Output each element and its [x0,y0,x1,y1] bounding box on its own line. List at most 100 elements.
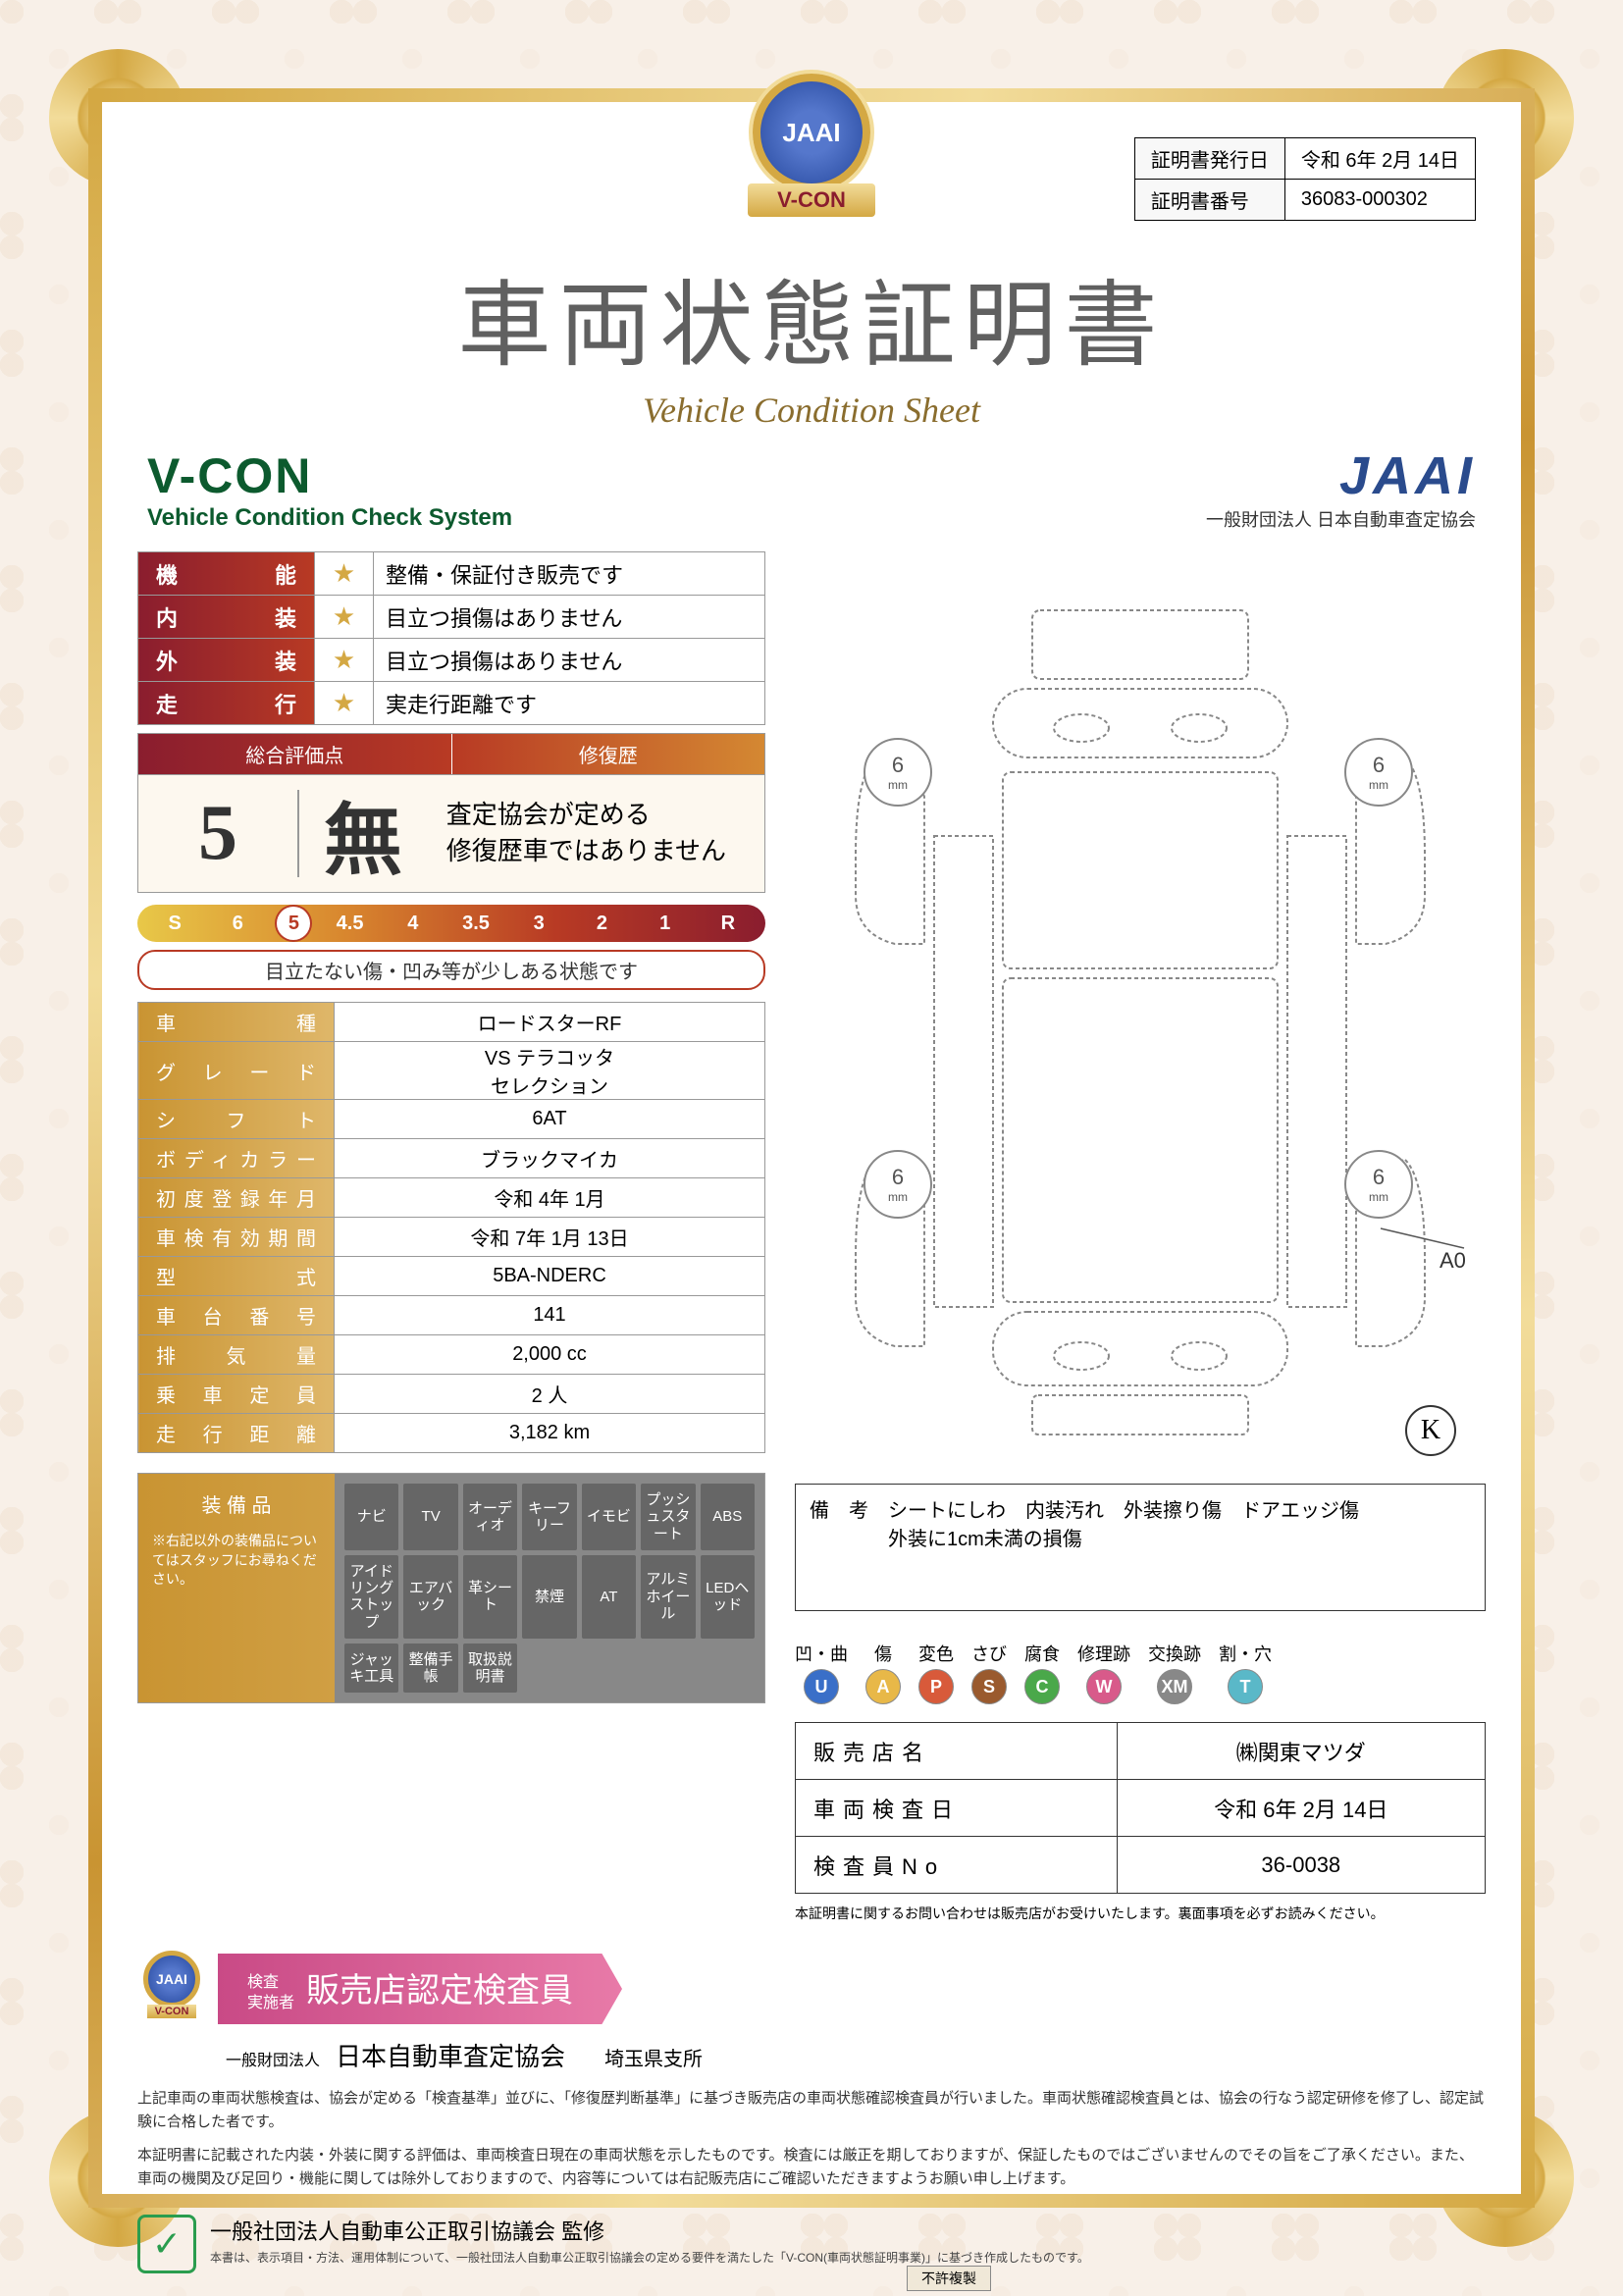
legal-text: 上記車両の車両状態検査は、協会が定める「検査基準」並びに、「修復歴判断基準」に基… [137,2087,1486,2191]
legend-item: 修理跡W [1077,1641,1130,1704]
jaai-brand: JAAI 一般財団法人 日本自動車査定協会 [1206,445,1476,532]
spec-value: 令和 4年 1月 [335,1178,765,1218]
header-info: 証明書発行日 令和 6年 2月 14日 証明書番号 36083-000302 [1134,137,1476,221]
rating-label: 外 装 [138,639,315,682]
title-english: Vehicle Condition Sheet [137,390,1486,431]
footer-row: ✓ 一般社団法人自動車公正取引協議会 監修 本書は、表示項目・方法、運用体制につ… [137,2215,1486,2273]
inspector-sm: 検査 実施者 [247,1973,294,2014]
brand-row: V-CON Vehicle Condition Check System JAA… [137,445,1486,532]
association-name: 日本自動車査定協会 [336,2043,565,2071]
spec-value: 令和 7年 1月 13日 [335,1218,765,1257]
spec-label: 車 種 [138,1003,335,1042]
vcon-brand: V-CON Vehicle Condition Check System [147,447,512,532]
equipment-tag: ナビ [344,1484,398,1550]
spec-label: 車台番号 [138,1296,335,1335]
legend-item: 交換跡XM [1148,1641,1201,1704]
dealer-label: 販売店名 [796,1723,1118,1780]
spec-label: グレード [138,1042,335,1100]
spec-value: 5BA-NDERC [335,1257,765,1296]
small-badge: JAAI V-CON [137,1951,206,2027]
cert-no-value: 36083-000302 [1284,180,1475,221]
grade-pip: 2 [578,913,625,935]
spec-value: VS テラコッタ セレクション [335,1042,765,1100]
car-outline-svg: A0 [795,581,1486,1464]
spec-label: 走行距離 [138,1414,335,1453]
dealer-label: 検査員No [796,1837,1118,1894]
spec-label: ボディカラー [138,1139,335,1178]
remarks-label: 備 考 [810,1494,868,1551]
spec-value: 141 [335,1296,765,1335]
footer-mark-icon: ✓ [137,2215,196,2273]
nocopy-label: 不許複製 [907,2266,991,2291]
equipment-box: 装 備 品 ※右記以外の装備品についてはスタッフにお尋ねください。 ナビTVオー… [137,1473,765,1703]
legal-p1: 上記車両の車両状態検査は、協会が定める「検査基準」並びに、「修復歴判断基準」に基… [137,2087,1486,2134]
equipment-tag: イモビ [582,1484,636,1550]
grade-pip: 6 [214,913,261,935]
right-column: A0 K 6mm6mm6mm6mm 備 考 シートにしわ 内装汚れ 外装擦り傷 … [795,551,1486,1923]
score-body: 5 無 査定協会が定める 修復歴車ではありません [137,775,765,893]
footer-text: 一般社団法人自動車公正取引協議会 監修 本書は、表示項目・方法、運用体制について… [210,2215,1486,2267]
k-mark: K [1405,1405,1456,1456]
small-badge-circle: JAAI [143,1951,200,2008]
spec-table: 車 種ロードスターRFグレードVS テラコッタ セレクションシフト6ATボディカ… [137,1002,765,1453]
grade-note: 目立たない傷・凹み等が少しある状態です [137,950,765,990]
spec-label: シフト [138,1100,335,1139]
inspector-title: 販売店認定検査員 [306,1973,573,2009]
legal-p2: 本証明書に記載された内装・外装に関する評価は、車両検査日現在の車両状態を示したも… [137,2144,1486,2191]
badge-ribbon: V-CON [748,183,875,217]
content-area: JAAI V-CON 証明書発行日 令和 6年 2月 14日 証明書番号 360… [137,128,1486,2168]
equipment-note: ※右記以外の装備品についてはスタッフにお尋ねください。 [152,1532,321,1590]
repair-none: 無 [299,775,427,892]
association-line: 一般財団法人 日本自動車査定協会 埼玉県支所 [226,2037,1486,2073]
legend-item: 腐食C [1024,1641,1060,1704]
score-text: 査定協会が定める 修復歴車ではありません [427,775,764,892]
top-badge: JAAI V-CON [728,74,895,240]
equipment-tag: オーディオ [463,1484,517,1550]
grade-pip: 3 [515,913,562,935]
tread-depth: 6mm [1344,738,1413,807]
score-h2: 修復歴 [452,734,765,774]
legend-item: 変色P [918,1641,954,1704]
score-number: 5 [138,775,297,892]
star-icon [315,639,374,682]
spec-label: 型 式 [138,1257,335,1296]
score-header: 総合評価点 修復歴 [137,733,765,775]
equipment-tag: TV [403,1484,457,1550]
spec-value: 2 人 [335,1375,765,1414]
issue-date-value: 令和 6年 2月 14日 [1284,138,1475,180]
equipment-tag: アイドリングストップ [344,1555,398,1639]
equipment-tag: LEDヘッド [701,1555,755,1639]
equipment-tag: 禁煙 [522,1555,576,1639]
spec-value: ロードスターRF [335,1003,765,1042]
rating-desc: 目立つ損傷はありません [374,639,765,682]
footer-org: 一般社団法人自動車公正取引協議会 監修 [210,2215,1486,2246]
legend-row: 凹・曲U傷A変色PさびS腐食C修理跡W交換跡XM割・穴T [795,1641,1486,1704]
grade-scale: S654.543.5321R [137,905,765,942]
rating-label: 機 能 [138,552,315,596]
equipment-title: 装 備 品 [152,1489,321,1518]
star-icon [315,682,374,725]
remarks-text: シートにしわ 内装汚れ 外装擦り傷 ドアエッジ傷 外装に1cm未満の損傷 [888,1494,1359,1551]
spec-label: 初度登録年月 [138,1178,335,1218]
grade-pip: 4.5 [326,913,373,935]
equipment-label: 装 備 品 ※右記以外の装備品についてはスタッフにお尋ねください。 [138,1474,335,1702]
rating-label: 内 装 [138,596,315,639]
equipment-tag: 整備手帳 [403,1644,457,1694]
score-h1: 総合評価点 [138,734,452,774]
damage-mark: A0 [1440,1248,1466,1273]
inspector-row: JAAI V-CON 検査 実施者販売店認定検査員 [137,1951,1486,2027]
jaai-title: JAAI [1206,445,1476,506]
grade-pip: 1 [642,913,689,935]
spec-value: 2,000 cc [335,1335,765,1375]
left-column: 機 能整備・保証付き販売です内 装目立つ損傷はありません外 装目立つ損傷はありま… [137,551,765,1923]
dealer-value: 36-0038 [1117,1837,1485,1894]
grade-pip: S [151,913,198,935]
jaai-subtitle: 一般財団法人 日本自動車査定協会 [1206,506,1476,532]
main-grid: 機 能整備・保証付き販売です内 装目立つ損傷はありません外 装目立つ損傷はありま… [137,551,1486,1923]
star-icon [315,552,374,596]
vcon-title: V-CON [147,447,512,504]
equipment-tag: アルミホイール [641,1555,695,1639]
equipment-tag: プッシュスタート [641,1484,695,1550]
legend-item: 傷A [865,1641,901,1704]
spec-value: 3,182 km [335,1414,765,1453]
